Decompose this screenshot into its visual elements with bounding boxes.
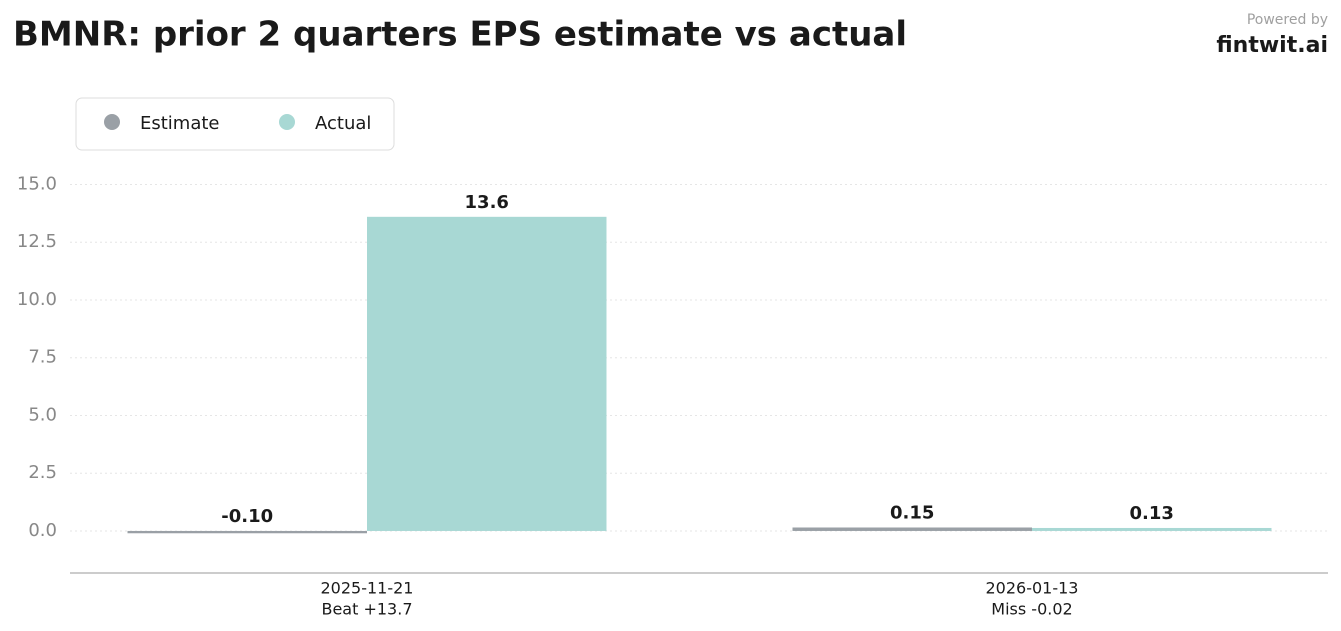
legend-box	[75, 97, 395, 151]
x-tick-note: Miss -0.02	[991, 600, 1072, 619]
legend-marker	[104, 114, 120, 130]
bar	[127, 530, 367, 534]
bar	[1032, 527, 1272, 531]
y-tick-label: 5.0	[28, 404, 57, 425]
powered-by: Powered by	[1247, 12, 1328, 28]
x-tick-label: 2025-11-21	[321, 579, 414, 598]
x-tick-note: Beat +13.7	[321, 600, 412, 619]
brand: fintwit.ai	[1216, 33, 1328, 58]
chart-title: BMNR: prior 2 quarters EPS estimate vs a…	[13, 15, 907, 55]
legend-label: Actual	[315, 113, 371, 134]
bar	[367, 216, 607, 531]
y-tick-label: 2.5	[28, 462, 57, 483]
value-label: 0.13	[1130, 503, 1174, 524]
value-label: -0.10	[221, 506, 273, 527]
value-label: 0.15	[890, 502, 934, 523]
y-tick-label: 12.5	[17, 231, 57, 252]
y-tick-label: 7.5	[28, 347, 57, 368]
x-tick-label: 2026-01-13	[986, 579, 1079, 598]
value-label: 13.6	[465, 192, 509, 213]
legend-marker	[279, 114, 295, 130]
bar	[792, 527, 1032, 531]
y-tick-label: 15.0	[17, 173, 57, 194]
y-tick-label: 10.0	[17, 289, 57, 310]
legend-label: Estimate	[140, 113, 220, 134]
y-tick-label: 0.0	[28, 520, 57, 541]
